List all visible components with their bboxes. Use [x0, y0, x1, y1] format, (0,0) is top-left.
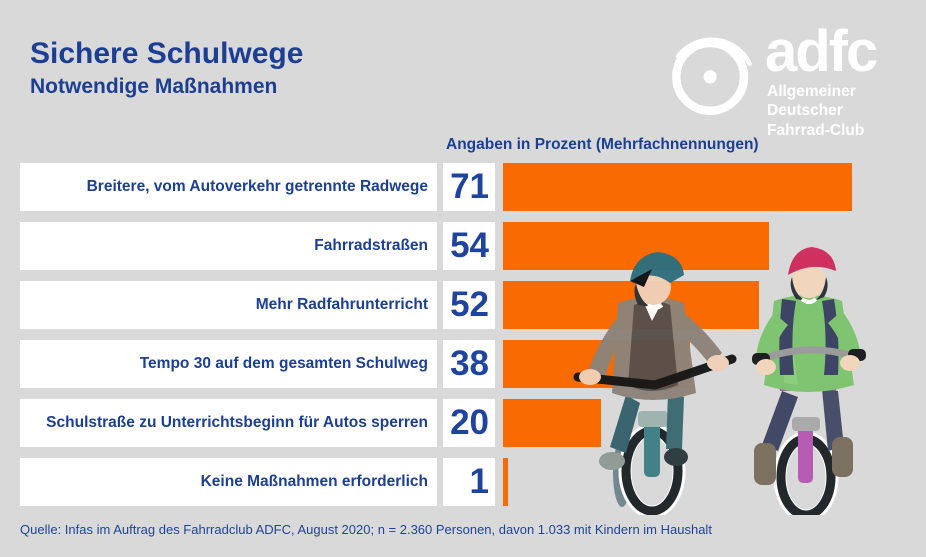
logo-org-line1: Allgemeiner Deutscher: [767, 83, 856, 120]
logo-org-line2: Fahrrad-Club: [767, 121, 865, 139]
value-badge: 20: [443, 399, 495, 447]
chart-row: Tempo 30 auf dem gesamten Schulweg 38: [20, 340, 906, 388]
adfc-logo: adfc Allgemeiner Deutscher Fahrrad-Club: [665, 19, 915, 139]
bicycle-wheel-icon: [672, 37, 752, 115]
chart-axis-title: Angaben in Prozent (Mehrfachnennungen): [446, 136, 759, 153]
measure-label: Keine Maßnahmen erforderlich: [20, 458, 437, 506]
value-badge: 38: [443, 340, 495, 388]
bar: [503, 458, 508, 506]
page-subtitle: Notwendige Maßnahmen: [30, 75, 278, 98]
value-badge: 1: [443, 458, 495, 506]
chart-row: Schulstraße zu Unterrichtsbeginn für Aut…: [20, 399, 906, 447]
right-cyclist: [752, 247, 866, 515]
value-badge: 71: [443, 163, 495, 211]
measure-label: Mehr Radfahrunterricht: [20, 281, 437, 329]
bar: [503, 163, 853, 211]
measure-label: Fahrradstraßen: [20, 222, 437, 270]
bar-chart: Breitere, vom Autoverkehr getrennte Radw…: [20, 163, 906, 506]
logo-orgname: Allgemeiner Deutscher Fahrrad-Club: [767, 82, 915, 140]
bar: [503, 399, 602, 447]
chart-row: Keine Maßnahmen erforderlich 1: [20, 458, 906, 506]
left-cyclist: [573, 252, 737, 515]
bar: [503, 222, 769, 270]
logo-wordmark: adfc: [765, 19, 878, 84]
chart-row: Breitere, vom Autoverkehr getrennte Radw…: [20, 163, 906, 211]
chart-row: Fahrradstraßen 54: [20, 222, 906, 270]
children-cyclists-illustration: [573, 247, 866, 515]
source-note: Quelle: Infas im Auftrag des Fahrradclub…: [20, 522, 712, 537]
measure-label: Breitere, vom Autoverkehr getrennte Radw…: [20, 163, 437, 211]
value-badge: 54: [443, 222, 495, 270]
page-title: Sichere Schulwege: [30, 37, 304, 70]
value-badge: 52: [443, 281, 495, 329]
measure-label: Schulstraße zu Unterrichtsbeginn für Aut…: [20, 399, 437, 447]
measure-label: Tempo 30 auf dem gesamten Schulweg: [20, 340, 437, 388]
